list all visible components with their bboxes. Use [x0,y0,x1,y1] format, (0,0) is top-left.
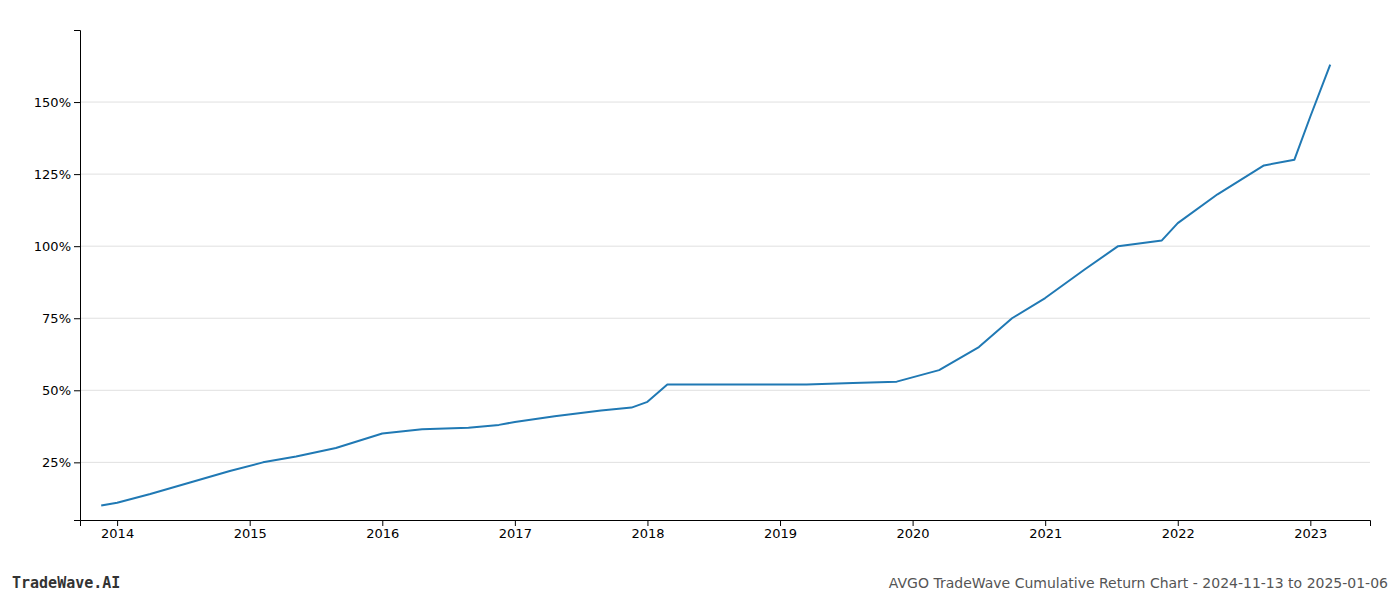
x-tick: 2018 [631,520,664,541]
x-tick-label: 2023 [1294,526,1327,541]
grid [80,102,1370,462]
grid-line [80,390,1370,391]
y-tick-mark [74,390,80,391]
grid-line [80,318,1370,319]
y-tick: 25% [42,455,80,470]
x-tick: 2015 [234,520,267,541]
x-tick: 2014 [101,520,134,541]
chart-title: AVGO TradeWave Cumulative Return Chart -… [889,575,1388,591]
x-tick-label: 2016 [366,526,399,541]
watermark: TradeWave.AI [12,574,120,592]
x-tick-label: 2021 [1029,526,1062,541]
y-tick: 50% [42,383,80,398]
x-axis: 2014 2015 2016 2017 2018 2019 2020 2021 2022 2023 [81,520,1371,541]
x-tick: 2017 [499,520,532,541]
y-axis-line [74,31,81,521]
y-tick: 125% [34,167,80,182]
x-tick: 2021 [1029,520,1062,541]
y-tick-label: 150% [34,95,71,110]
x-tick: 2016 [366,520,399,541]
y-tick-mark [74,246,80,247]
grid-line [80,174,1370,175]
y-tick: 75% [42,311,80,326]
y-tick-mark [74,102,80,103]
x-tick-mark [1045,520,1046,526]
x-tick-mark [382,520,383,526]
y-tick: 100% [34,239,80,254]
y-tick-label: 50% [42,383,71,398]
x-tick-mark [250,520,251,526]
x-tick: 2019 [764,520,797,541]
x-tick-mark [647,520,648,526]
x-tick-mark [117,520,118,526]
x-tick-label: 2014 [101,526,134,541]
y-tick: 150% [34,95,80,110]
x-tick: 2023 [1294,520,1327,541]
x-tick-label: 2018 [631,526,664,541]
plot-area [101,65,1330,506]
data-line [101,65,1330,506]
y-tick-label: 75% [42,311,71,326]
x-tick-label: 2015 [234,526,267,541]
chart-container: 2014 2015 2016 2017 2018 2019 2020 2021 2022 2023… [0,0,1400,600]
y-tick-label: 125% [34,167,71,182]
x-tick-mark [1310,520,1311,526]
x-tick-label: 2020 [897,526,930,541]
x-tick-label: 2017 [499,526,532,541]
chart-svg: 2014 2015 2016 2017 2018 2019 2020 2021 2022 2023… [0,0,1400,600]
x-tick: 2020 [897,520,930,541]
y-axis: 25% 50% 75% 100% 125% 150% [34,31,81,521]
grid-line [80,246,1370,247]
x-tick-mark [1178,520,1179,526]
x-tick-label: 2022 [1162,526,1195,541]
x-tick-mark [913,520,914,526]
y-tick-mark [74,174,80,175]
y-tick-mark [74,318,80,319]
x-tick: 2022 [1162,520,1195,541]
y-tick-label: 25% [42,455,71,470]
y-tick-label: 100% [34,239,71,254]
x-tick-mark [780,520,781,526]
y-tick-mark [74,462,80,463]
grid-line [80,462,1370,463]
x-tick-label: 2019 [764,526,797,541]
x-axis-line [81,521,1371,527]
x-tick-mark [515,520,516,526]
grid-line [80,102,1370,103]
